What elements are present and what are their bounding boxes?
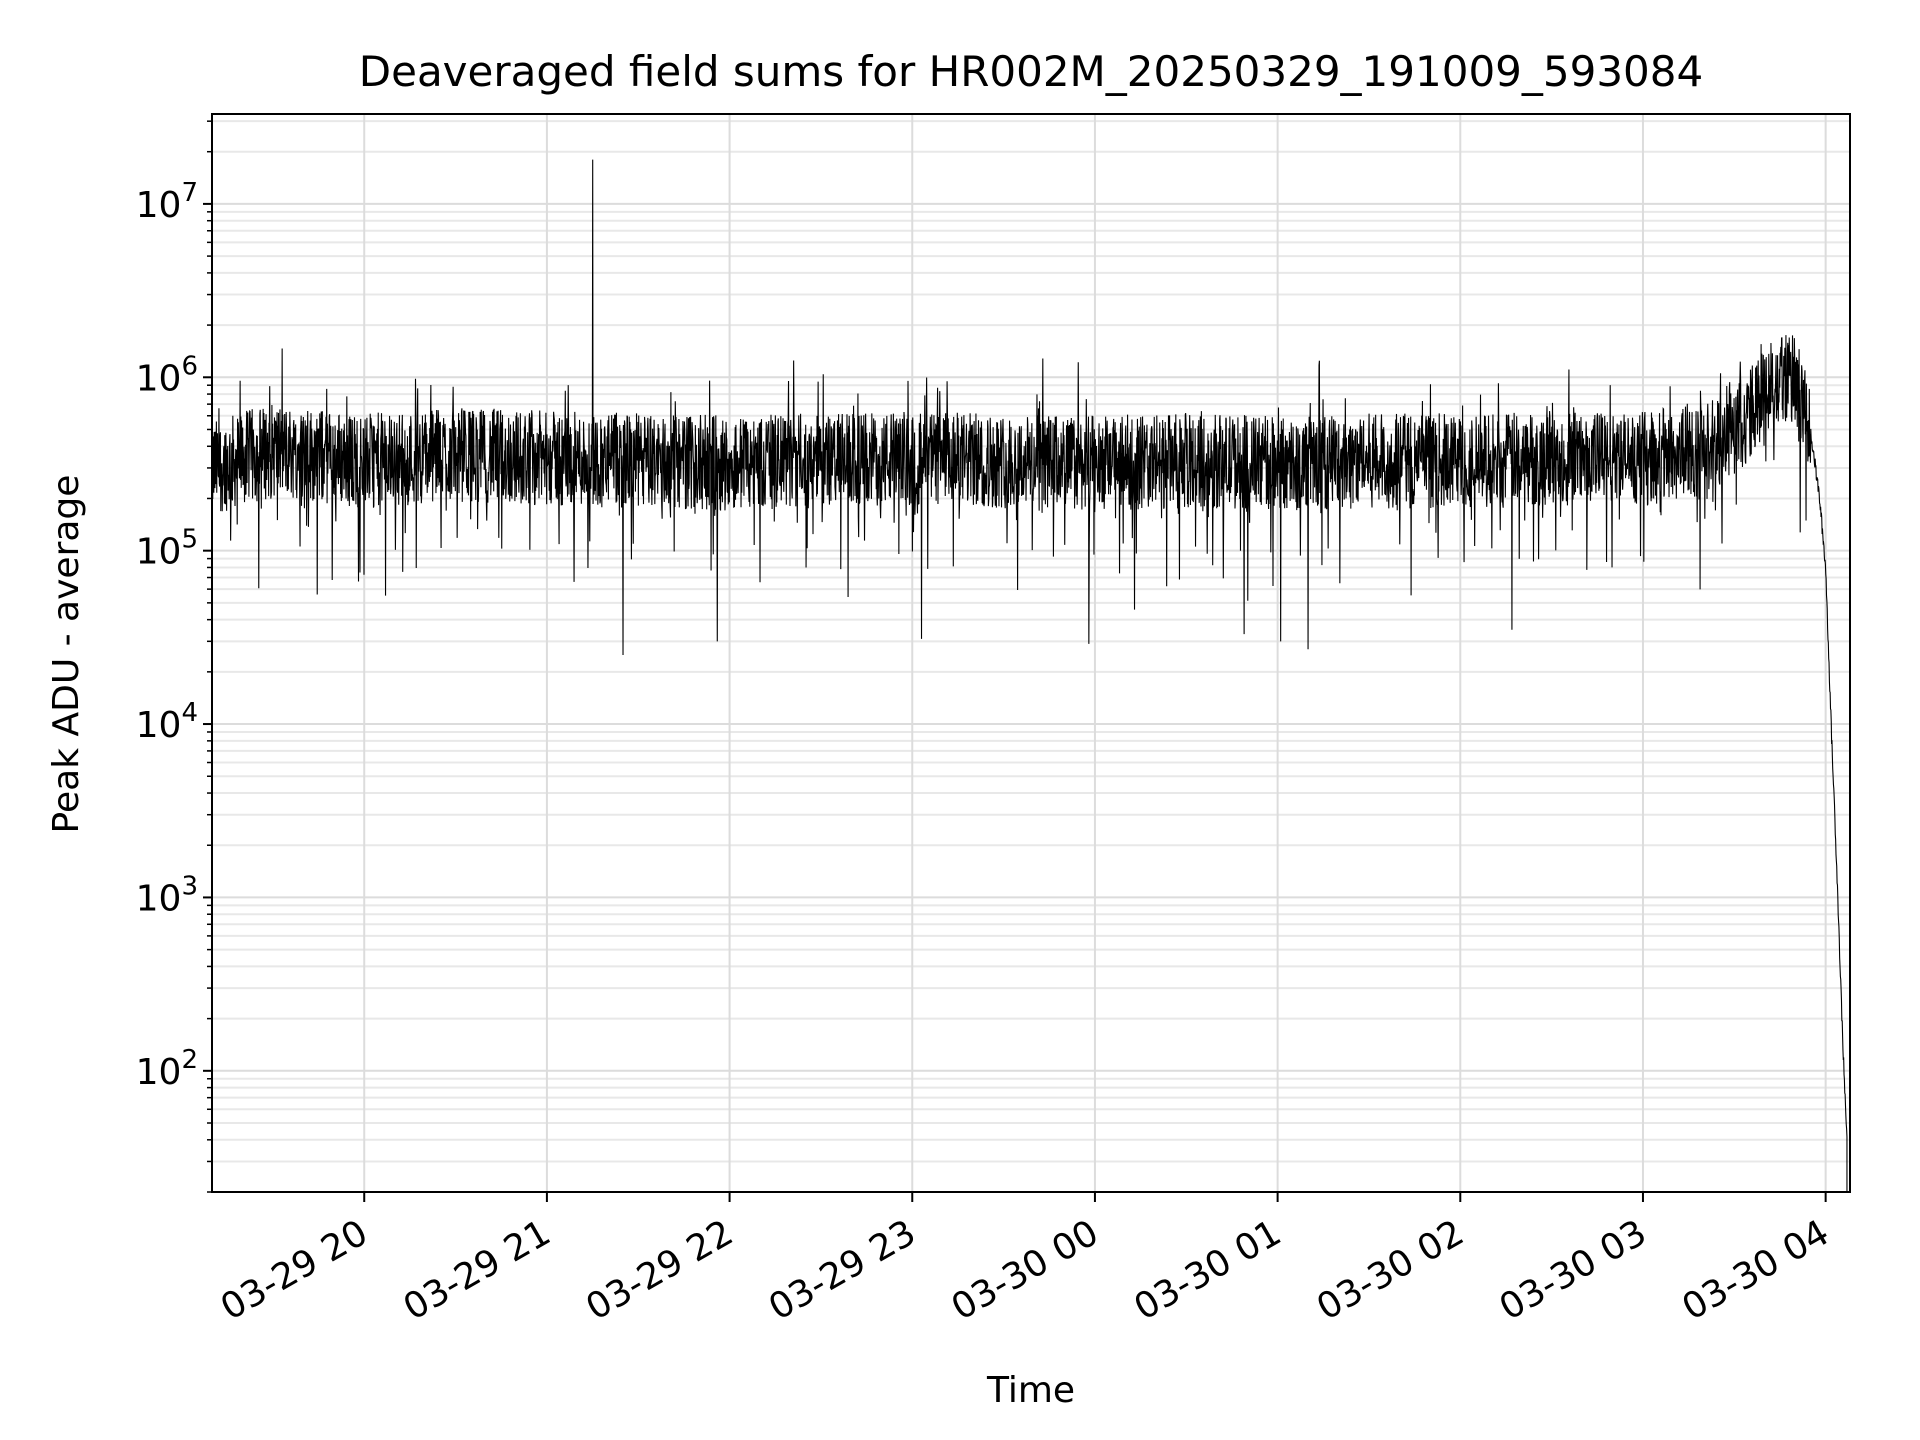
y-tick-label: 105 (136, 525, 198, 573)
y-tick-label: 103 (136, 871, 198, 919)
y-tick-label: 106 (136, 351, 198, 399)
series-line (211, 159, 1848, 1192)
y-axis-ticks: 102 103 104 105 106 107 (136, 120, 212, 1193)
plot-area (211, 159, 1848, 1192)
x-axis-label: Time (986, 1370, 1075, 1411)
y-tick-label: 107 (136, 178, 198, 226)
plot-frame (211, 113, 1851, 1193)
chart-title: Deaveraged field sums for HR002M_2025032… (359, 47, 1703, 96)
y-tick-label: 102 (136, 1045, 198, 1093)
grid-major (212, 114, 1850, 1192)
y-tick-label: 104 (136, 698, 198, 746)
y-axis-label: Peak ADU - average (46, 475, 87, 834)
